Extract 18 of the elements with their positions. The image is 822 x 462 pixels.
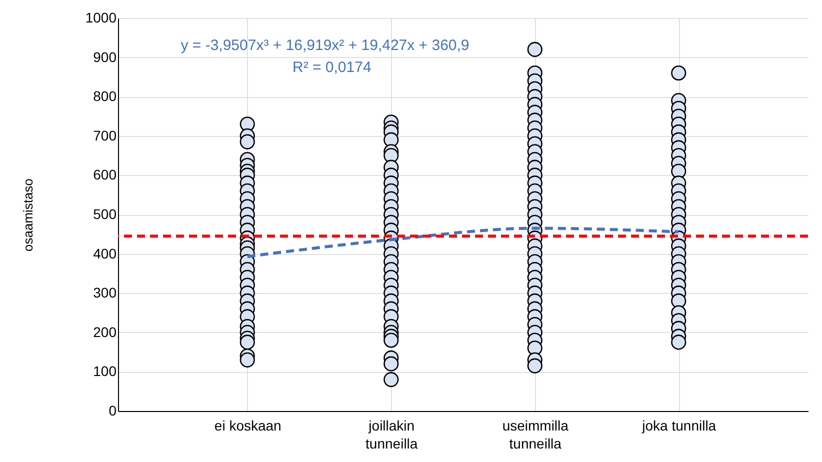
x-tick-label: useimmilla tunneilla xyxy=(502,418,569,452)
y-tick-label: 900 xyxy=(93,48,117,65)
y-tick-label: 800 xyxy=(93,88,117,104)
annotation: y = -3,9507x³ + 16,919x² + 19,427x + 360,9 xyxy=(180,37,470,54)
y-tick-label: 500 xyxy=(93,206,117,222)
y-tick-label: 200 xyxy=(93,324,117,340)
y-tick-label: 100 xyxy=(93,363,117,380)
annotation: R² = 0,0174 xyxy=(292,59,372,76)
y-tick-label: 600 xyxy=(93,166,117,183)
x-tick-label: ei koskaan xyxy=(214,418,282,434)
x-tick-label: joka tunnilla xyxy=(641,418,716,434)
y-tick-label: 0 xyxy=(108,402,117,418)
y-tick-label: 700 xyxy=(93,127,117,144)
y-tick-label: 400 xyxy=(93,245,117,262)
x-tick-label: joillakin tunneilla xyxy=(366,418,418,452)
y-tick-label: 1000 xyxy=(85,10,117,26)
y-tick-label: 300 xyxy=(93,284,117,301)
y-axis-title: osaamistaso xyxy=(20,178,36,252)
